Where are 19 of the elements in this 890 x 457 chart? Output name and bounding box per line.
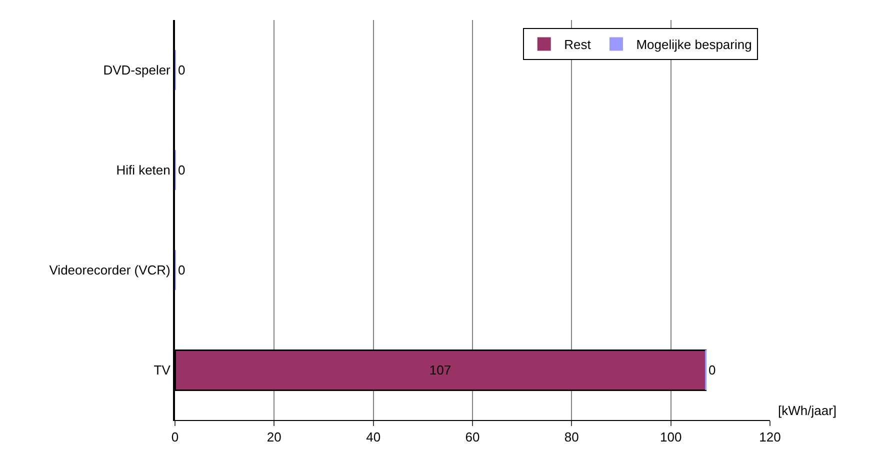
x-tick-label: 40 (366, 430, 381, 445)
x-tick-label: 100 (660, 430, 682, 445)
data-label: 107 (429, 362, 452, 378)
x-tick-label: 80 (564, 430, 579, 445)
x-axis-title: [kWh/jaar] (778, 403, 837, 418)
x-tick-label: 120 (759, 430, 781, 445)
y-tick-label: Videorecorder (VCR) (49, 262, 170, 278)
data-label: 0 (178, 62, 186, 78)
x-tick-label: 0 (171, 430, 179, 445)
y-tick-label: Hifi keten (116, 162, 170, 178)
data-label: 0 (178, 162, 186, 178)
y-tick-label: TV (154, 362, 171, 378)
data-label: 0 (708, 362, 716, 378)
x-tick-label: 60 (465, 430, 480, 445)
legend-label: Rest (564, 37, 592, 52)
y-tick-label: DVD-speler (103, 62, 172, 78)
legend-label: Mogelijke besparing (636, 37, 752, 52)
data-label: 0 (178, 262, 186, 278)
x-tick-label: 20 (266, 430, 282, 445)
